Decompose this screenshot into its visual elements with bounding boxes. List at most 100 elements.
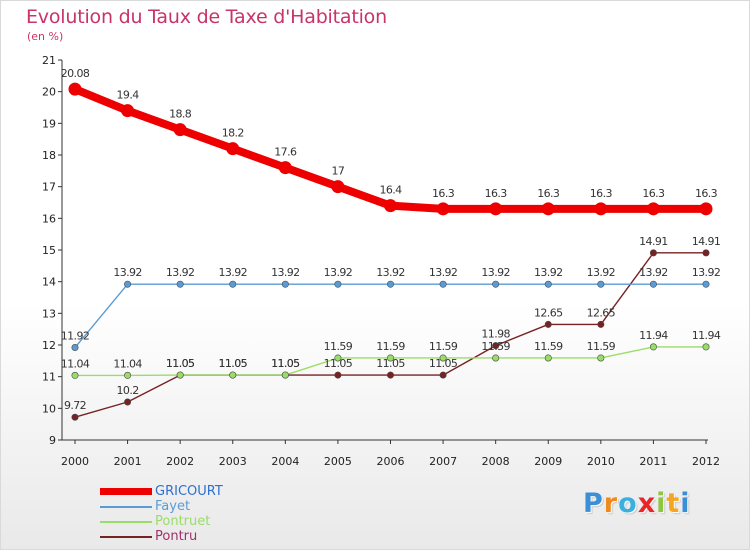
data-point bbox=[229, 280, 237, 288]
data-label: 17 bbox=[332, 165, 345, 178]
data-label: 11.05 bbox=[166, 357, 195, 370]
data-label: 13.92 bbox=[219, 266, 248, 279]
legend-label: Fayet bbox=[155, 499, 191, 514]
data-label: 11.59 bbox=[376, 340, 405, 353]
y-tick-label: 20 bbox=[42, 86, 56, 99]
data-label: 16.3 bbox=[432, 187, 455, 200]
legend-label: GRICOURT bbox=[155, 484, 223, 499]
legend-item-pontruet: Pontruet bbox=[100, 514, 223, 529]
data-label: 14.91 bbox=[639, 235, 668, 248]
chart-subtitle: (en %) bbox=[27, 30, 64, 43]
data-label: 9.72 bbox=[64, 399, 86, 412]
data-label: 16.3 bbox=[537, 187, 560, 200]
y-tick-label: 16 bbox=[42, 212, 56, 225]
data-point bbox=[331, 180, 345, 194]
x-tick-label: 2012 bbox=[692, 455, 720, 468]
data-point bbox=[649, 343, 657, 351]
data-label: 13.92 bbox=[481, 266, 510, 279]
data-point bbox=[334, 354, 342, 362]
data-label: 12.65 bbox=[534, 306, 563, 319]
data-point bbox=[124, 371, 132, 379]
legend-swatch bbox=[100, 505, 152, 508]
data-point bbox=[384, 199, 397, 213]
data-label: 11.05 bbox=[429, 357, 458, 370]
data-label: 16.4 bbox=[379, 184, 402, 197]
legend-label: Pontruet bbox=[155, 514, 211, 529]
data-point bbox=[229, 371, 237, 379]
y-tick-label: 15 bbox=[42, 244, 56, 257]
x-tick-label: 2003 bbox=[219, 455, 247, 468]
data-point bbox=[492, 342, 500, 350]
data-point bbox=[597, 280, 605, 288]
data-point bbox=[173, 123, 187, 137]
data-point bbox=[439, 354, 447, 362]
y-tick-label: 9 bbox=[49, 434, 56, 447]
data-point bbox=[124, 398, 132, 406]
data-point bbox=[436, 202, 450, 216]
data-point bbox=[176, 280, 184, 288]
legend-swatch bbox=[100, 488, 152, 495]
chart-title: Evolution du Taux de Taxe d'Habitation bbox=[26, 6, 387, 28]
logo-letter: t bbox=[666, 488, 681, 519]
y-tick-label: 10 bbox=[42, 402, 56, 415]
data-point bbox=[226, 142, 240, 156]
logo-letter: i bbox=[656, 488, 667, 519]
data-point bbox=[334, 280, 342, 288]
legend-swatch bbox=[100, 535, 152, 538]
data-label: 11.94 bbox=[639, 329, 668, 342]
data-point bbox=[439, 371, 447, 379]
x-tick-label: 2006 bbox=[377, 455, 405, 468]
data-point bbox=[649, 280, 657, 288]
data-point bbox=[386, 354, 394, 362]
data-point bbox=[702, 343, 710, 351]
data-label: 11.59 bbox=[587, 340, 616, 353]
data-label: 13.92 bbox=[324, 266, 353, 279]
logo-letter: i bbox=[680, 488, 691, 519]
data-label: 11.59 bbox=[534, 340, 563, 353]
data-label: 16.3 bbox=[695, 187, 718, 200]
data-label: 16.3 bbox=[590, 187, 613, 200]
data-point bbox=[492, 354, 500, 362]
logo-letter: o bbox=[618, 488, 638, 519]
x-tick-label: 2009 bbox=[534, 455, 562, 468]
data-label: 12.65 bbox=[587, 306, 616, 319]
x-tick-label: 2010 bbox=[587, 455, 615, 468]
legend-item-fayet: Fayet bbox=[100, 499, 223, 514]
data-label: 10.2 bbox=[117, 384, 139, 397]
line-chart: 9 10 11 12 13 14 15 16 17 18 19 20 21 2000 2001 2002 200… bbox=[42, 54, 721, 468]
y-tick-label: 19 bbox=[42, 117, 56, 130]
data-point bbox=[594, 202, 608, 216]
data-point bbox=[702, 249, 710, 257]
x-tick-label: 2008 bbox=[482, 455, 510, 468]
data-point bbox=[121, 104, 135, 118]
legend: GRICOURT Fayet Pontruet Pontru bbox=[100, 484, 223, 544]
data-point bbox=[71, 344, 79, 352]
data-label: 16.3 bbox=[642, 187, 665, 200]
data-label: 11.05 bbox=[219, 357, 248, 370]
logo-letter: x bbox=[637, 488, 657, 519]
data-point bbox=[702, 280, 710, 288]
y-tick-label: 21 bbox=[42, 54, 56, 67]
data-point bbox=[646, 202, 660, 216]
x-tick-label: 2005 bbox=[324, 455, 352, 468]
legend-item-pontru: Pontru bbox=[100, 529, 223, 544]
data-point bbox=[699, 202, 713, 216]
y-tick-label: 13 bbox=[42, 307, 56, 320]
x-tick-label: 2000 bbox=[61, 455, 89, 468]
logo-letter: r bbox=[603, 488, 619, 519]
data-label: 11.94 bbox=[692, 329, 721, 342]
data-point bbox=[176, 371, 184, 379]
y-tick-label: 14 bbox=[42, 276, 56, 289]
data-label: 18.8 bbox=[169, 108, 192, 121]
data-point bbox=[68, 82, 82, 96]
data-point bbox=[334, 371, 342, 379]
y-tick-label: 17 bbox=[42, 181, 56, 194]
data-label: 11.05 bbox=[324, 357, 353, 370]
data-point bbox=[386, 280, 394, 288]
data-label: 13.92 bbox=[692, 266, 721, 279]
data-label: 13.92 bbox=[534, 266, 563, 279]
data-point bbox=[544, 280, 552, 288]
data-label: 13.92 bbox=[587, 266, 616, 279]
data-label: 13.92 bbox=[113, 266, 142, 279]
